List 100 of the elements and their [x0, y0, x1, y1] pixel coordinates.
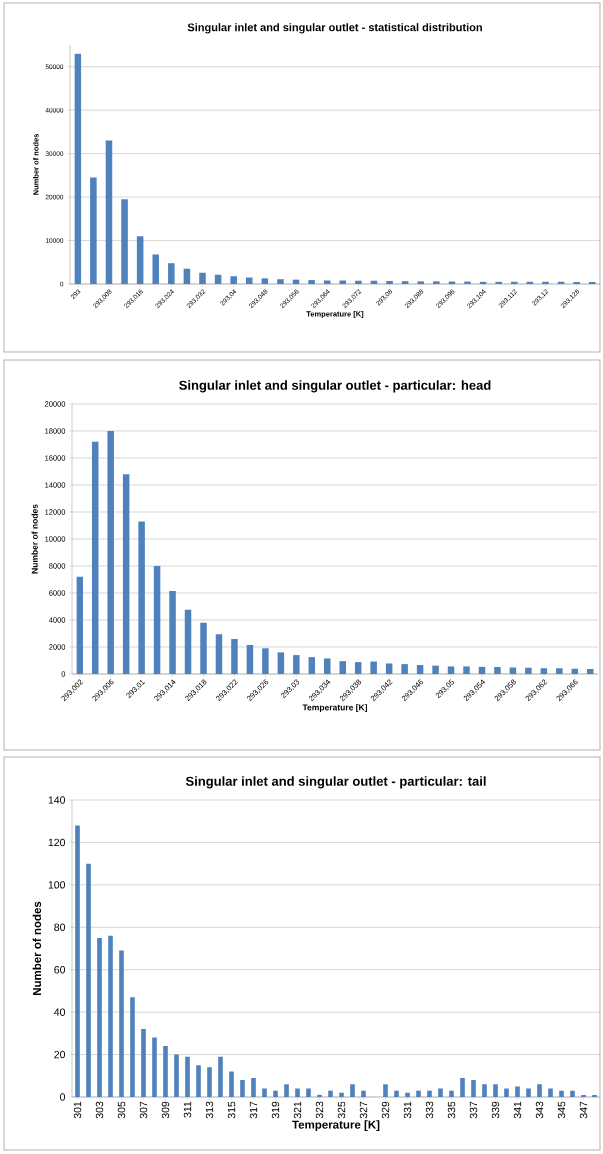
- bar: [231, 638, 238, 674]
- bar: [245, 277, 253, 284]
- bar: [493, 1084, 498, 1097]
- bar: [386, 280, 393, 284]
- bar: [121, 199, 128, 284]
- bar: [460, 1077, 465, 1097]
- bar: [494, 666, 501, 674]
- bar: [152, 1037, 157, 1097]
- y-tick-label: 20: [54, 1050, 66, 1059]
- bar: [433, 281, 440, 284]
- bar: [526, 1088, 531, 1097]
- bar: [495, 281, 502, 284]
- bar: [108, 935, 113, 1097]
- bar: [138, 521, 145, 674]
- x-tick-label: 335: [447, 1101, 456, 1119]
- bar: [401, 281, 409, 284]
- bar: [401, 664, 408, 674]
- bar: [277, 652, 285, 674]
- y-tick-label: 60: [54, 966, 66, 974]
- bar: [416, 665, 424, 674]
- x-tick-label: 313: [205, 1101, 214, 1119]
- bar: [449, 1090, 454, 1097]
- x-tick-label: 337: [469, 1101, 478, 1119]
- x-tick-label: 323: [315, 1101, 324, 1119]
- bar: [383, 1084, 388, 1097]
- x-tick-label: 301: [73, 1101, 82, 1119]
- bar: [74, 53, 82, 284]
- x-tick-label: 309: [161, 1101, 170, 1119]
- bar: [587, 669, 594, 674]
- bar: [581, 1094, 586, 1097]
- bar: [447, 666, 455, 674]
- x-tick-label: 327: [359, 1101, 368, 1119]
- bar: [354, 662, 362, 674]
- bar: [277, 279, 284, 284]
- chart-title: Singular inlet and singular outlet - particular: head: [179, 380, 491, 393]
- x-tick-label: 321: [293, 1101, 302, 1119]
- bar: [293, 655, 300, 674]
- bar: [511, 281, 518, 284]
- x-tick-label: 315: [227, 1101, 236, 1119]
- bar: [306, 1088, 311, 1097]
- y-tick-label: 120: [48, 838, 66, 847]
- x-tick-label: 333: [425, 1101, 434, 1119]
- bar: [169, 590, 176, 674]
- bar: [504, 1088, 509, 1097]
- bar: [183, 268, 191, 284]
- bar: [471, 1080, 476, 1097]
- y-tick-label: 40: [54, 1008, 66, 1016]
- bar: [105, 140, 113, 284]
- y-tick-label: 100: [48, 881, 66, 889]
- bar: [152, 254, 160, 284]
- bar: [427, 1090, 432, 1097]
- bar: [438, 1088, 443, 1097]
- bar: [592, 1094, 597, 1097]
- bar: [416, 1090, 421, 1097]
- bar: [361, 1090, 366, 1097]
- x-axis-title: Temperature [K]: [292, 1120, 380, 1131]
- bar: [370, 661, 377, 674]
- x-tick-label: 305: [117, 1101, 126, 1119]
- bar: [339, 1092, 344, 1097]
- bar: [153, 565, 161, 674]
- bar: [163, 1046, 168, 1097]
- bar: [570, 1090, 575, 1097]
- y-axis-title: Number of nodes: [32, 901, 42, 996]
- chart-title: Singular inlet and singular outlet - particular: tail: [185, 776, 486, 789]
- x-tick-label: 325: [337, 1101, 346, 1119]
- bar: [556, 668, 563, 674]
- bar: [229, 1071, 234, 1097]
- bar: [97, 937, 102, 1097]
- bar: [540, 668, 548, 674]
- bar: [215, 634, 223, 674]
- bar: [537, 1084, 542, 1097]
- x-tick-label: 307: [139, 1101, 148, 1119]
- bar: [355, 280, 362, 284]
- bar: [284, 1084, 289, 1097]
- y-tick-label: 0: [60, 1093, 66, 1101]
- x-tick-label: 343: [535, 1101, 544, 1119]
- bar: [200, 622, 207, 674]
- x-tick-label: 339: [491, 1101, 500, 1119]
- y-tick-label: 140: [48, 796, 66, 804]
- bar: [184, 609, 192, 674]
- bar: [339, 661, 346, 674]
- bar: [261, 278, 269, 284]
- bar: [136, 236, 144, 284]
- x-axis-title: Temperature [K]: [302, 704, 368, 713]
- bar: [482, 1084, 487, 1097]
- x-tick-label: 329: [381, 1101, 390, 1119]
- bar: [542, 281, 549, 284]
- chart-title: Singular inlet and singular outlet - statistical distribution: [187, 23, 482, 34]
- bar: [86, 863, 91, 1097]
- bar: [218, 1056, 223, 1097]
- bar: [90, 177, 97, 284]
- bar: [405, 1092, 410, 1097]
- bar: [185, 1056, 190, 1097]
- bar: [199, 272, 206, 284]
- bar: [76, 576, 83, 674]
- bar: [317, 1094, 322, 1097]
- bar: [122, 474, 130, 674]
- bar: [559, 1090, 564, 1097]
- bar: [295, 1088, 300, 1097]
- x-tick-label: 317: [249, 1101, 258, 1119]
